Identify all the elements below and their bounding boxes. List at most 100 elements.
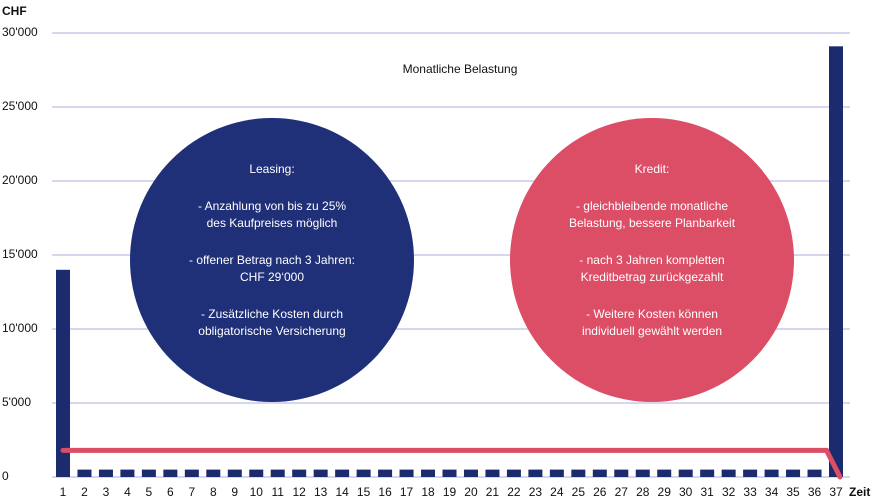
- y-axis-label: CHF: [2, 4, 27, 18]
- bar: [249, 469, 264, 477]
- bar: [56, 269, 70, 477]
- x-tick-label: 15: [357, 485, 371, 499]
- bar: [163, 469, 178, 477]
- annotation-circle: [130, 118, 414, 402]
- x-tick-label: 29: [658, 485, 672, 499]
- bar: [292, 469, 307, 477]
- bar: [786, 469, 801, 477]
- x-tick-label: 37: [829, 485, 843, 499]
- x-tick-label: 32: [722, 485, 736, 499]
- bar: [678, 469, 693, 477]
- annotation-text: - gleichbleibende monatliche: [576, 199, 728, 213]
- bar: [77, 469, 92, 477]
- x-tick-label: 9: [231, 485, 238, 499]
- bar: [657, 469, 672, 477]
- y-tick-label: 25'000: [2, 99, 38, 113]
- x-tick-label: 19: [443, 485, 457, 499]
- bar: [700, 469, 715, 477]
- bar: [614, 469, 629, 477]
- annotation-text: individuell gewählt werden: [582, 324, 722, 338]
- x-tick-label: 17: [400, 485, 414, 499]
- annotation-text: CHF 29‘000: [240, 270, 304, 284]
- annotation-text: obligatorische Versicherung: [198, 324, 345, 338]
- bar: [463, 469, 478, 477]
- x-tick-label: 30: [679, 485, 693, 499]
- bar: [764, 469, 779, 477]
- x-tick-label: 28: [636, 485, 650, 499]
- bar: [313, 469, 328, 477]
- x-tick-label: 26: [593, 485, 607, 499]
- annotation-text: - Anzahlung von bis zu 25%: [198, 199, 346, 213]
- x-tick-label: 16: [378, 485, 392, 499]
- x-tick-label: 20: [464, 485, 478, 499]
- annotation-circle: [510, 118, 794, 402]
- line: [60, 447, 843, 480]
- bar: [485, 469, 500, 477]
- bar: [227, 469, 242, 477]
- bar: [528, 469, 543, 477]
- annotation-text: Kredit:: [635, 162, 670, 176]
- annotation-text: - Weitere Kosten können: [586, 307, 718, 321]
- bar: [141, 469, 156, 477]
- bar: [592, 469, 607, 477]
- x-tick-label: 4: [124, 485, 131, 499]
- annotation-text: - offener Betrag nach 3 Jahren:: [189, 253, 355, 267]
- x-tick-label: 8: [210, 485, 217, 499]
- x-tick-label: 31: [700, 485, 714, 499]
- x-axis-label: Zeit: [849, 485, 870, 499]
- annotation-text: Leasing:: [249, 162, 294, 176]
- y-tick-label: 5'000: [2, 395, 31, 409]
- bar: [506, 469, 521, 477]
- x-tick-label: 5: [146, 485, 153, 499]
- x-tick-label: 21: [486, 485, 500, 499]
- bar: [270, 469, 285, 477]
- x-tick-label: 14: [335, 485, 349, 499]
- bar: [721, 469, 736, 477]
- annotation-text: - nach 3 Jahren kompletten: [579, 253, 724, 267]
- bar: [807, 469, 822, 477]
- x-tick-label: 18: [421, 485, 435, 499]
- bar: [421, 469, 436, 477]
- x-tick-label: 10: [250, 485, 264, 499]
- x-tick-label: 7: [188, 485, 195, 499]
- bar: [98, 469, 113, 477]
- x-tick-label: 12: [293, 485, 307, 499]
- y-tick-label: 15'000: [2, 247, 38, 261]
- y-tick-label: 30'000: [2, 25, 38, 39]
- x-tick-label: 34: [765, 485, 779, 499]
- bar: [356, 469, 371, 477]
- x-tick-label: 24: [550, 485, 564, 499]
- y-tick-label: 20'000: [2, 173, 38, 187]
- x-tick-label: 2: [81, 485, 88, 499]
- x-tick-label: 22: [507, 485, 521, 499]
- x-tick-label: 36: [808, 485, 822, 499]
- x-tick-label: 13: [314, 485, 328, 499]
- annotation-text: Belastung, bessere Planbarkeit: [569, 216, 736, 230]
- bar: [442, 469, 457, 477]
- x-tick-label: 6: [167, 485, 174, 499]
- x-tick-label: 33: [743, 485, 757, 499]
- annotation-text: des Kaufpreises möglich: [207, 216, 338, 230]
- chart-title: Monatliche Belastung: [403, 62, 518, 76]
- bar: [743, 469, 758, 477]
- bar: [378, 469, 393, 477]
- annotation-text: Kreditbetrag zurückgezahlt: [581, 270, 724, 284]
- y-tick-label: 10'000: [2, 321, 38, 335]
- x-tick-label: 23: [529, 485, 543, 499]
- bar: [184, 469, 199, 477]
- annotation-text: - Zusätzliche Kosten durch: [201, 307, 343, 321]
- bar: [335, 469, 350, 477]
- x-tick-label: 35: [786, 485, 800, 499]
- x-tick-label: 25: [572, 485, 586, 499]
- y-tick-label: 0: [2, 469, 9, 483]
- bar: [635, 469, 650, 477]
- bar: [120, 469, 135, 477]
- x-tick-label: 1: [60, 485, 67, 499]
- bar: [206, 469, 221, 477]
- x-tick-label: 27: [615, 485, 629, 499]
- bar: [549, 469, 564, 477]
- bar: [399, 469, 414, 477]
- bar: [571, 469, 586, 477]
- x-tick-label: 11: [271, 485, 284, 499]
